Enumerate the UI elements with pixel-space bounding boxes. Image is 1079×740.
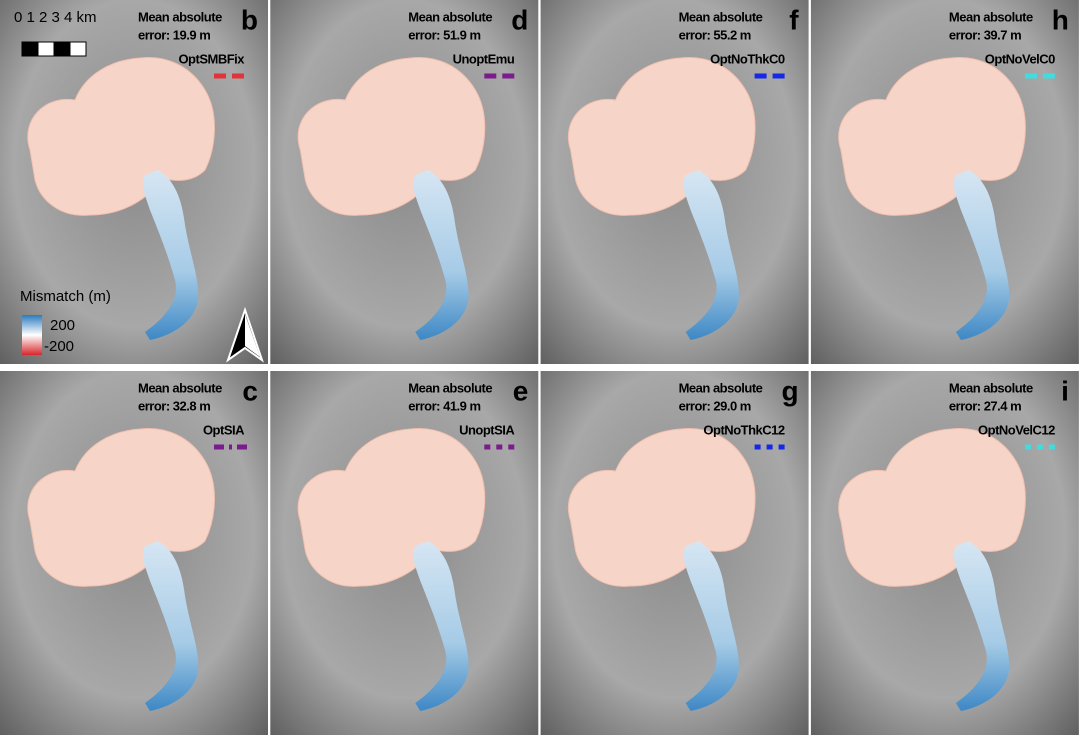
scale-bar-segment bbox=[54, 42, 70, 56]
panel-letter: b bbox=[241, 4, 258, 35]
map-panel: e Mean absolute error: 41.9 m UnoptSIA bbox=[270, 371, 538, 735]
run-name: UnoptEmu bbox=[453, 51, 515, 66]
panel-letter: h bbox=[1052, 4, 1069, 35]
legend-title: Mismatch (m) bbox=[20, 288, 111, 305]
map-panel: d Mean absolute error: 51.9 m UnoptEmu bbox=[270, 0, 538, 364]
error-line-2: error: 29.0 m bbox=[679, 398, 751, 413]
error-line-1: Mean absolute bbox=[949, 9, 1033, 24]
error-line-1: Mean absolute bbox=[949, 380, 1033, 395]
error-line-1: Mean absolute bbox=[408, 9, 492, 24]
error-line-1: Mean absolute bbox=[408, 380, 492, 395]
error-line-1: Mean absolute bbox=[679, 9, 763, 24]
run-name: OptNoThkC0 bbox=[710, 51, 785, 66]
run-name: OptNoVelC0 bbox=[985, 51, 1055, 66]
error-line-2: error: 27.4 m bbox=[949, 398, 1021, 413]
scale-bar-segment bbox=[70, 42, 86, 56]
legend-max: 200 bbox=[50, 317, 75, 334]
error-line-2: error: 39.7 m bbox=[949, 27, 1021, 42]
map-panel: i Mean absolute error: 27.4 m OptNoVelC12 bbox=[811, 371, 1079, 735]
panel-letter: g bbox=[781, 375, 798, 406]
panel-letter: c bbox=[242, 375, 258, 406]
scale-bar-label: 0 1 2 3 4 km bbox=[14, 9, 97, 26]
map-panel: h Mean absolute error: 39.7 m OptNoVelC0 bbox=[811, 0, 1079, 364]
map-panel: g Mean absolute error: 29.0 m OptNoThkC12 bbox=[541, 371, 809, 735]
panel-letter: f bbox=[789, 4, 799, 35]
error-line-2: error: 55.2 m bbox=[679, 27, 751, 42]
legend-colorbar bbox=[22, 315, 42, 355]
error-line-1: Mean absolute bbox=[679, 380, 763, 395]
error-line-2: error: 19.9 m bbox=[138, 27, 210, 42]
scale-bar-segment bbox=[38, 42, 54, 56]
legend-min: -200 bbox=[44, 338, 74, 355]
panel-letter: d bbox=[511, 4, 528, 35]
scale-bar-segment bbox=[22, 42, 38, 56]
error-line-2: error: 32.8 m bbox=[138, 398, 210, 413]
run-name: OptNoThkC12 bbox=[703, 422, 784, 437]
run-name: OptSIA bbox=[203, 422, 245, 437]
panel-letter: i bbox=[1061, 375, 1069, 406]
panel-letter: e bbox=[513, 375, 529, 406]
error-line-2: error: 51.9 m bbox=[408, 27, 480, 42]
run-name: UnoptSIA bbox=[459, 422, 515, 437]
map-panel: f Mean absolute error: 55.2 m OptNoThkC0 bbox=[541, 0, 809, 364]
run-name: OptNoVelC12 bbox=[978, 422, 1055, 437]
error-line-1: Mean absolute bbox=[138, 380, 222, 395]
run-name: OptSMBFix bbox=[178, 51, 245, 66]
figure: b Mean absolute error: 19.9 m OptSMBFix 0 1 … bbox=[0, 0, 1079, 735]
error-line-1: Mean absolute bbox=[138, 9, 222, 24]
map-panel: c Mean absolute error: 32.8 m OptSIA bbox=[0, 371, 268, 735]
map-panel: b Mean absolute error: 19.9 m OptSMBFix 0 1 … bbox=[0, 0, 268, 364]
error-line-2: error: 41.9 m bbox=[408, 398, 480, 413]
